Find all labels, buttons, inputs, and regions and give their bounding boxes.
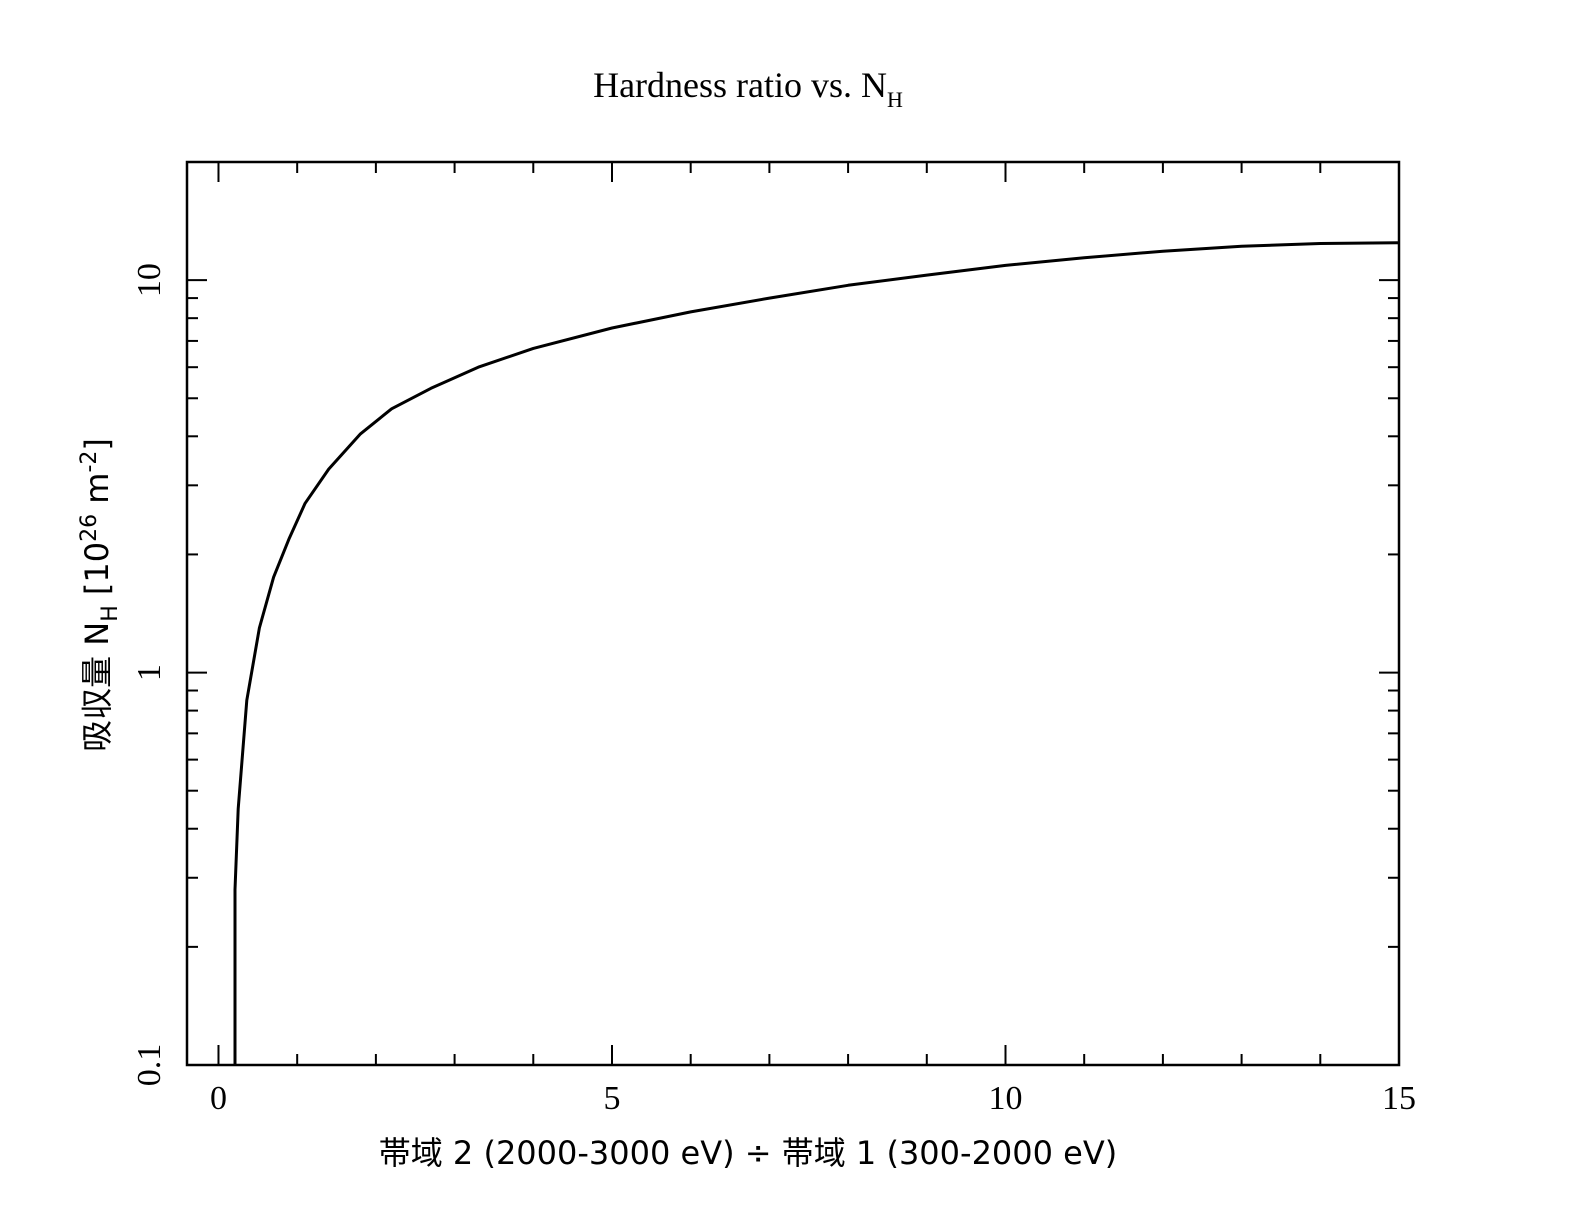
y-tick-label: 1 [131, 664, 168, 681]
x-tick-label: 5 [603, 1080, 620, 1117]
x-tick-label: 0 [210, 1080, 227, 1117]
axis-tick-labels: 0 5 10 15 0.1 1 10 [131, 263, 1416, 1117]
chart-title: Hardness ratio vs. NH [593, 65, 903, 112]
axis-ticks [187, 161, 1400, 1066]
plot-frame [185, 160, 1401, 1067]
x-axis-label: 帯域 2 (2000-3000 eV) ÷ 帯域 1 (300-2000 eV) [379, 1134, 1118, 1172]
series-line [233, 241, 1400, 1065]
y-tick-label: 0.1 [131, 1044, 168, 1087]
x-tick-label: 15 [1382, 1080, 1416, 1117]
y-axis-label: 吸収量 NH [1026 m-2] [77, 438, 123, 752]
x-tick-label: 10 [988, 1080, 1022, 1117]
y-tick-label: 10 [131, 263, 168, 297]
